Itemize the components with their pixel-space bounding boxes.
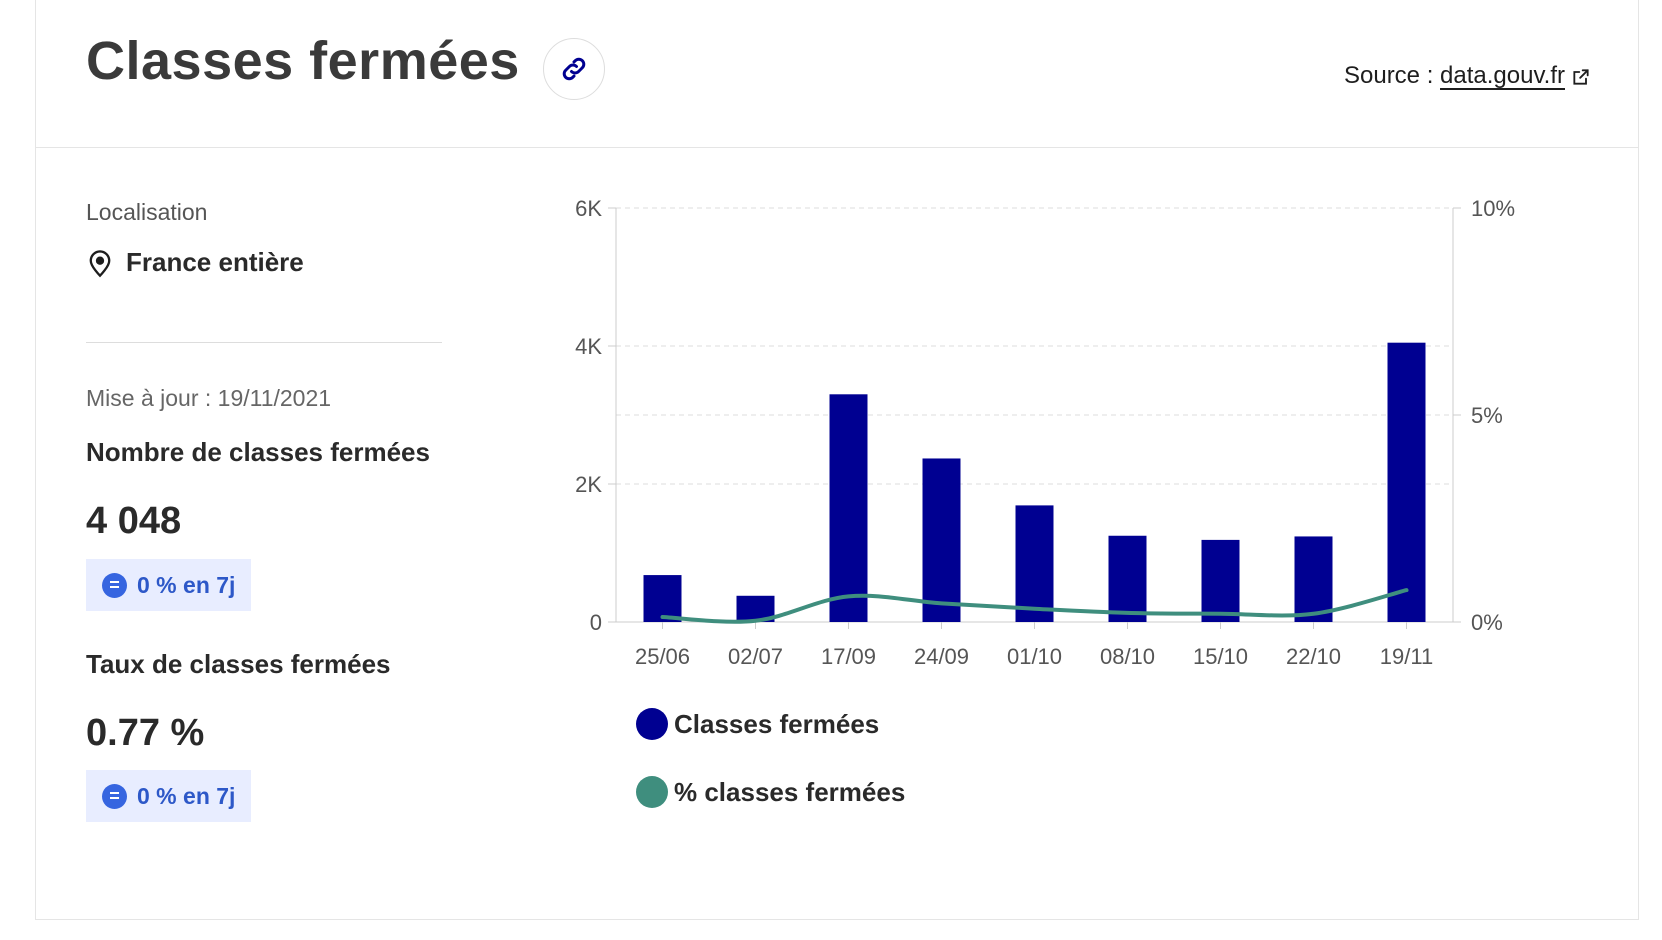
map-pin-icon (89, 249, 111, 277)
x-tick-label: 02/07 (728, 644, 783, 669)
legend-item-bars[interactable]: Classes fermées (636, 708, 879, 740)
x-tick-label: 19/11 (1380, 644, 1433, 669)
card-header: Classes fermées Source : data.gouv.fr (36, 0, 1638, 148)
chart-bar (1294, 536, 1333, 622)
x-tick-label: 08/10 (1100, 644, 1155, 669)
location-value: France entière (126, 247, 304, 277)
source-prefix: Source : (1343, 62, 1441, 89)
kpi-value-rate: 0.77 % (86, 712, 205, 754)
kpi-title-rate: Taux de classes fermées (86, 649, 391, 679)
y-left-tick-label: 2K (575, 472, 602, 497)
kpi-title-count: Nombre de classes fermées (86, 437, 430, 467)
x-tick-label: 22/10 (1286, 644, 1341, 669)
closed-classes-card: Classes fermées Source : data.gouv.fr Lo… (35, 0, 1639, 920)
equal-icon: = (102, 783, 127, 809)
source-info: Source : data.gouv.fr (1344, 62, 1591, 90)
chart-bar (1015, 505, 1054, 622)
equal-icon: = (102, 572, 127, 598)
kpi-badge-rate-text: 0 % en 7j (137, 782, 236, 809)
location-selector[interactable]: France entière (86, 247, 304, 278)
kpi-badge-count: = 0 % en 7j (86, 559, 252, 611)
series-line-percent (660, 588, 1409, 624)
chart-bar (1201, 539, 1240, 622)
y-left-tick-label: 0 (590, 610, 602, 635)
y-left-tick-label: 4K (575, 334, 602, 359)
chart-bar (829, 394, 868, 622)
y-right-tick-label: 10% (1471, 196, 1515, 221)
chart-bar (1387, 342, 1426, 622)
legend-label-bars: Classes fermées (674, 708, 880, 739)
link-icon (562, 57, 586, 81)
x-tick-label: 17/09 (821, 644, 876, 669)
x-tick-label: 24/09 (914, 644, 969, 669)
chart-bar (643, 575, 682, 622)
legend-dot-bars (636, 708, 668, 740)
y-right-tick-label: 0% (1471, 610, 1503, 635)
kpi-value-count: 4 048 (86, 500, 182, 542)
closed-classes-chart: 0 2K 4K 6K 0% 5% 10% 25/06 02/07 17/09 24/09 01/10 0… (526, 170, 1536, 870)
location-label: Localisation (86, 199, 208, 225)
x-tick-label: 15/10 (1193, 644, 1248, 669)
y-right-tick-label: 5% (1471, 403, 1503, 428)
x-tick-label: 01/10 (1007, 644, 1062, 669)
kpi-badge-rate: = 0 % en 7j (86, 770, 252, 822)
x-tick-label: 25/06 (635, 644, 690, 669)
chart-bar (1108, 535, 1147, 622)
update-date: Mise à jour : 19/11/2021 (86, 385, 332, 411)
legend-item-line[interactable]: % classes fermées (636, 776, 905, 808)
divider (86, 342, 442, 343)
chart-svg: 0 2K 4K 6K 0% 5% 10% 25/06 02/07 17/09 24/09 01/10 0… (575, 196, 1515, 669)
copy-link-button[interactable] (543, 38, 605, 100)
chart-bar (922, 458, 961, 622)
source-link-text: data.gouv.fr (1440, 62, 1565, 89)
y-left-tick-label: 6K (575, 196, 602, 221)
page-title: Classes fermées (86, 31, 520, 91)
kpi-badge-count-text: 0 % en 7j (137, 571, 236, 598)
legend-dot-line (636, 776, 668, 808)
legend-label-line: % classes fermées (674, 776, 906, 807)
external-link-icon (1573, 69, 1589, 85)
source-link[interactable]: data.gouv.fr (1440, 62, 1591, 89)
